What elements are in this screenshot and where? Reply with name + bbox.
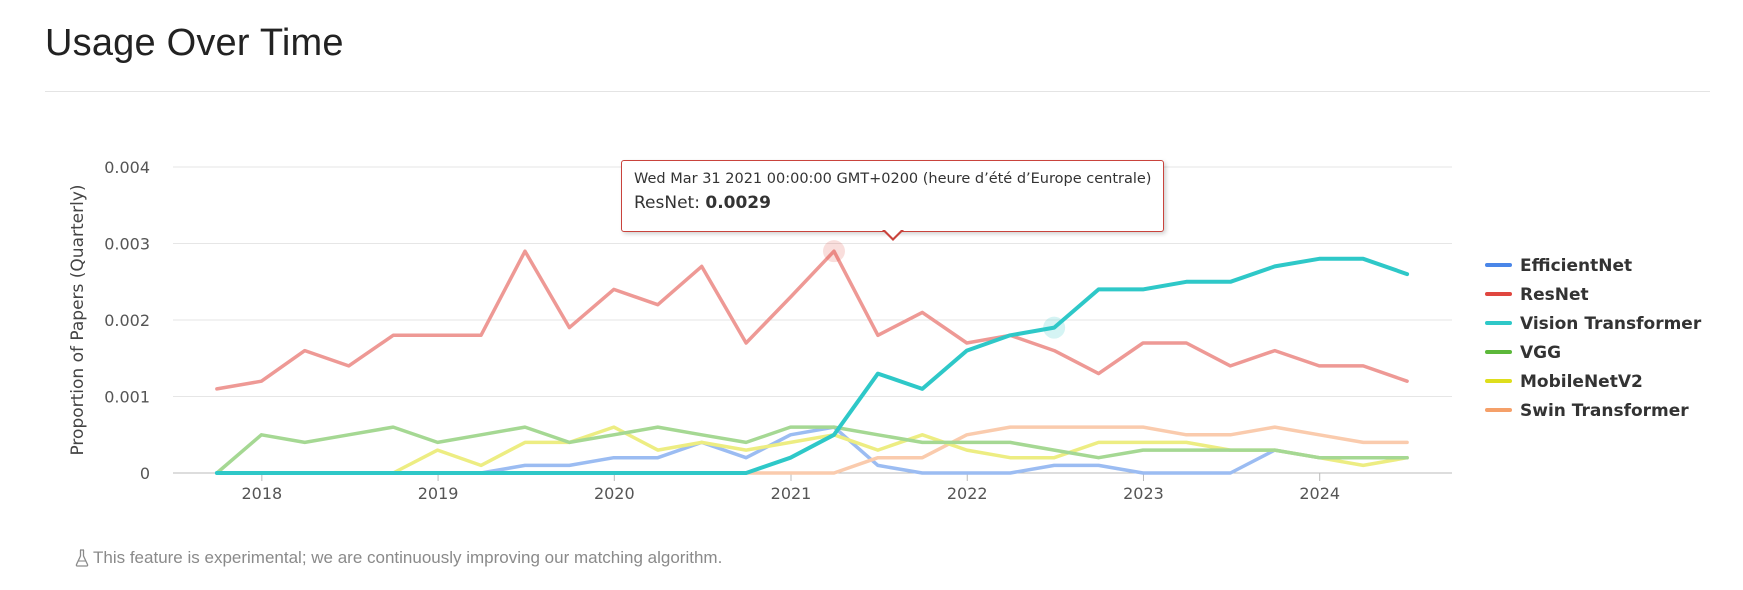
y-tick-label: 0.001 (104, 388, 150, 407)
page-title: Usage Over Time (45, 22, 344, 64)
tooltip-value-row: ResNet: 0.0029 (634, 193, 771, 213)
flask-icon (75, 549, 89, 567)
y-tick-label: 0.002 (104, 311, 150, 330)
legend-label: Vision Transformer (1520, 314, 1702, 334)
tooltip-series-name: ResNet (634, 193, 695, 213)
series-line-mobilenetv2 (215, 425, 1409, 475)
x-tick-label: 2022 (947, 484, 988, 503)
series-line-resnet (215, 249, 1409, 391)
legend-label: EfficientNet (1520, 256, 1632, 276)
experimental-notice: This feature is experimental; we are con… (75, 548, 722, 568)
legend-label: Swin Transformer (1520, 401, 1689, 421)
usage-line-chart: 0 0.001 0.002 0.003 0.004 2018 2019 2020 2021 202… (68, 158, 1702, 503)
legend: EfficientNet ResNet Vision Transformer VGG M… (1485, 256, 1702, 421)
chart-tooltip: Wed Mar 31 2021 00:00:00 GMT+0200 (heure… (621, 160, 1164, 232)
highlight-point-vision-transformer (1043, 316, 1066, 339)
hover-markers (822, 240, 1066, 339)
series-line-vision-transformer (214, 256, 1410, 475)
y-axis-label: Proportion of Papers (Quarterly) (68, 184, 88, 455)
tooltip-date: Wed Mar 31 2021 00:00:00 GMT+0200 (heure… (634, 171, 1152, 187)
series-lines (214, 249, 1410, 475)
x-tick-label: 2018 (241, 484, 282, 503)
footnote-text: This feature is experimental; we are con… (93, 548, 723, 567)
legend-label: MobileNetV2 (1520, 372, 1643, 392)
x-tick-label: 2019 (418, 484, 459, 503)
x-tick-label: 2023 (1123, 484, 1164, 503)
tooltip-pointer-fill (884, 229, 902, 238)
legend-label: ResNet (1520, 285, 1589, 305)
tooltip-value: 0.0029 (705, 193, 771, 213)
x-tick-label: 2024 (1299, 484, 1340, 503)
title-divider (45, 91, 1710, 92)
axes: 0 0.001 0.002 0.003 0.004 2018 2019 2020 2021 202… (68, 158, 1340, 503)
series-line-vgg (215, 425, 1409, 475)
legend-label: VGG (1520, 343, 1561, 363)
x-tick-label: 2021 (771, 484, 812, 503)
y-tick-label: 0.003 (104, 235, 150, 254)
y-tick-label: 0 (140, 464, 150, 483)
highlight-point-resnet (822, 240, 845, 263)
x-tick-label: 2020 (594, 484, 635, 503)
y-tick-label: 0.004 (104, 158, 150, 177)
